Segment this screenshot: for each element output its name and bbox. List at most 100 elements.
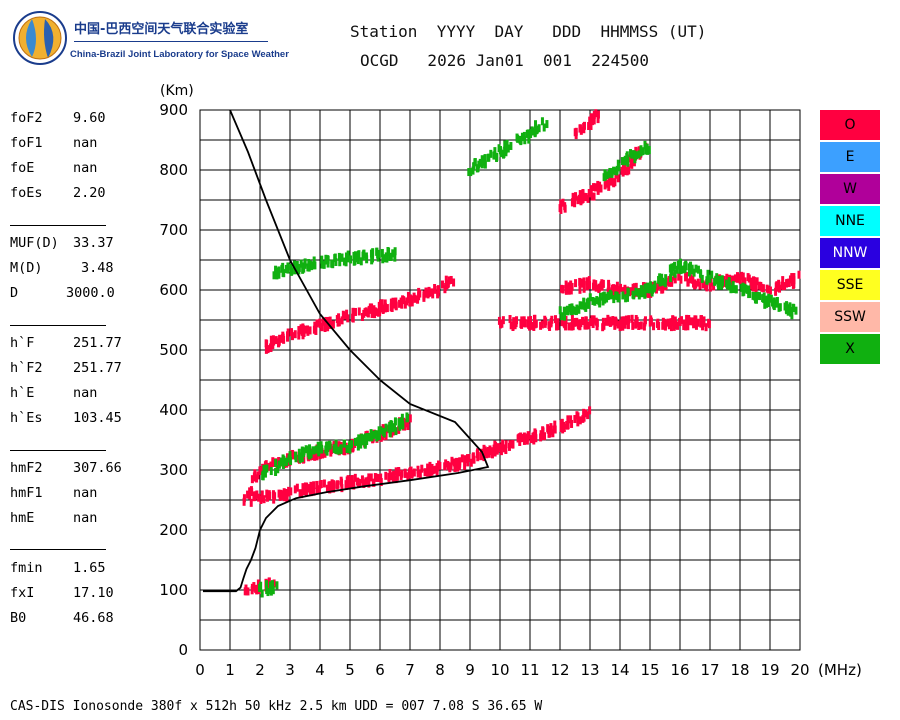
param-key: h`F xyxy=(10,335,35,351)
echo-point-x xyxy=(748,289,752,298)
x-tick-label: 0 xyxy=(195,661,205,679)
echo-point-o xyxy=(610,176,614,185)
echo-point-x xyxy=(643,284,647,293)
echo-point-o xyxy=(596,110,600,119)
echo-point-o xyxy=(599,281,603,290)
echo-point-x xyxy=(379,426,383,435)
echo-point-x xyxy=(302,447,306,456)
echo-point-o xyxy=(405,297,409,306)
param-value: 33.37 xyxy=(73,235,114,251)
param-key: D xyxy=(10,285,19,301)
echo-point-o xyxy=(418,289,422,298)
echo-point-x xyxy=(588,293,592,302)
echo-point-o xyxy=(311,452,315,461)
echo-point-o xyxy=(449,462,453,471)
echo-point-x xyxy=(322,260,326,269)
echo-point-x xyxy=(637,150,641,159)
echo-point-x xyxy=(352,251,356,260)
echo-point-o xyxy=(369,473,373,482)
echo-point-x xyxy=(658,273,662,282)
echo-point-x xyxy=(767,297,771,306)
echo-point-o xyxy=(453,463,457,472)
echo-point-x xyxy=(727,282,731,291)
echo-point-o xyxy=(573,415,577,424)
echo-point-o xyxy=(594,317,598,326)
echo-point-o xyxy=(691,279,695,288)
echo-point-x xyxy=(336,446,340,455)
echo-point-x xyxy=(275,581,279,590)
echo-point-o xyxy=(622,316,626,325)
echo-point-o xyxy=(318,318,322,327)
y-tick-label: 500 xyxy=(159,341,188,359)
echo-point-o xyxy=(612,179,616,188)
echo-point-o xyxy=(487,449,491,458)
echo-point-o xyxy=(521,433,525,442)
echo-point-o xyxy=(590,192,594,201)
echo-point-x xyxy=(489,149,493,158)
echo-point-x xyxy=(647,146,651,155)
echo-point-o xyxy=(479,452,483,461)
echo-point-o xyxy=(582,125,586,134)
echo-point-o xyxy=(330,445,334,454)
echo-point-x xyxy=(363,433,367,442)
echo-point-o xyxy=(570,314,574,323)
echo-point-o xyxy=(378,299,382,308)
echo-point-o xyxy=(395,472,399,481)
echo-point-x xyxy=(401,421,405,430)
echo-point-o xyxy=(661,321,665,330)
echo-point-o xyxy=(541,426,545,435)
echo-point-o xyxy=(635,316,639,325)
echo-point-x xyxy=(313,261,317,270)
echo-point-o xyxy=(436,285,440,294)
echo-point-x xyxy=(277,460,281,469)
echo-point-x xyxy=(763,300,767,309)
echo-point-o xyxy=(534,429,538,438)
echo-point-x xyxy=(502,150,506,159)
echo-point-x xyxy=(308,444,312,453)
echo-point-o xyxy=(353,473,357,482)
echo-point-o xyxy=(621,322,625,331)
echo-point-x xyxy=(295,264,299,273)
echo-point-x xyxy=(344,252,348,261)
legend-item: X xyxy=(820,334,880,364)
echo-point-x xyxy=(263,469,267,478)
echo-point-o xyxy=(592,183,596,192)
echo-point-o xyxy=(578,277,582,286)
echo-point-o xyxy=(436,290,440,299)
echo-point-o xyxy=(351,444,355,453)
echo-point-o xyxy=(300,490,304,499)
param-value: 251.77 xyxy=(73,335,122,351)
echo-point-o xyxy=(328,316,332,325)
echo-point-o xyxy=(615,281,619,290)
echo-point-o xyxy=(622,165,626,174)
echo-point-x xyxy=(481,157,485,166)
echo-point-x xyxy=(643,140,647,149)
echo-point-x xyxy=(708,274,712,283)
echo-point-o xyxy=(312,481,316,490)
x-axis-label: (MHz) xyxy=(818,661,862,679)
echo-point-x xyxy=(298,452,302,461)
echo-point-o xyxy=(588,406,592,415)
echo-point-o xyxy=(394,467,398,476)
echo-point-o xyxy=(599,184,603,193)
echo-point-x xyxy=(352,257,356,266)
echo-point-o xyxy=(246,587,250,596)
echo-point-o xyxy=(676,321,680,330)
echo-point-o xyxy=(418,470,422,479)
echo-point-o xyxy=(669,318,673,327)
echo-point-o xyxy=(269,344,273,353)
echo-point-x xyxy=(630,150,634,159)
echo-point-o xyxy=(571,192,575,201)
echo-point-o xyxy=(543,315,547,324)
echo-point-o xyxy=(667,321,671,330)
echo-point-o xyxy=(637,146,641,155)
echo-point-o xyxy=(295,483,299,492)
echo-point-o xyxy=(553,315,557,324)
echo-point-x xyxy=(324,254,328,263)
echo-point-o xyxy=(413,294,417,303)
echo-point-x xyxy=(320,255,324,264)
echo-point-o xyxy=(408,414,412,423)
echo-point-x xyxy=(307,259,311,268)
echo-point-o xyxy=(466,454,470,463)
